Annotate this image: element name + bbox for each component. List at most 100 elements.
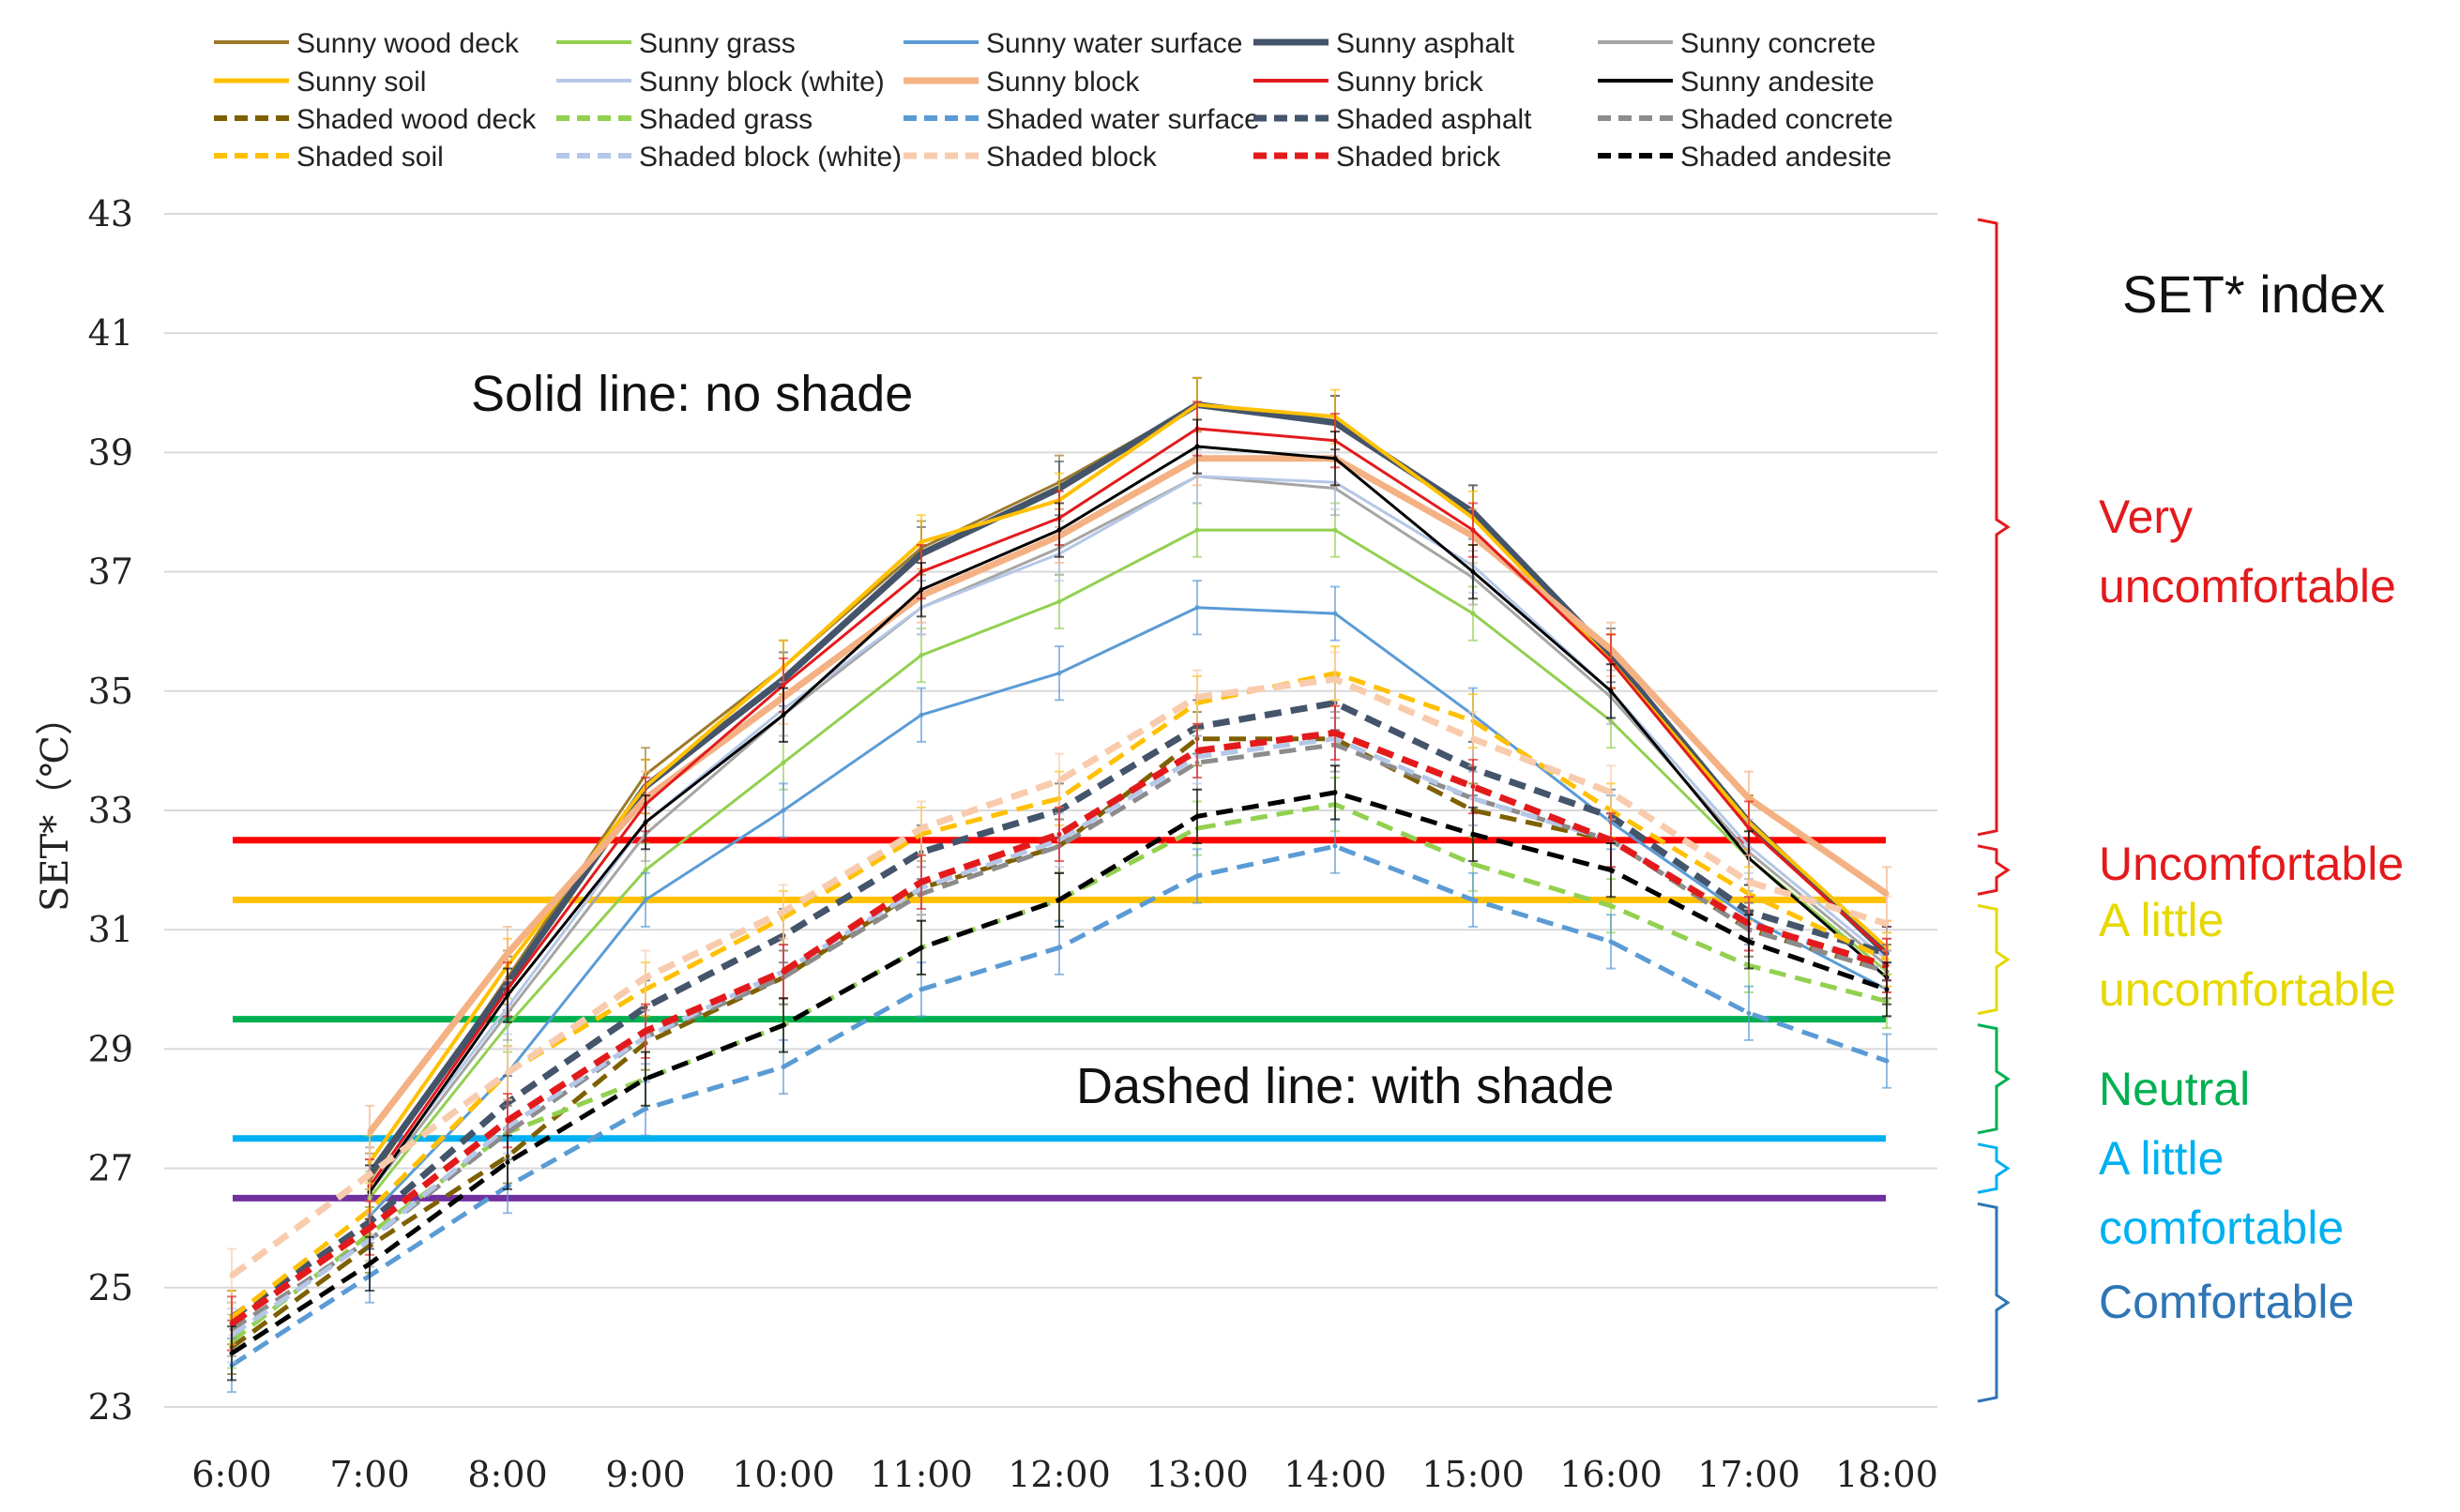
legend-item-sunny-block: Sunny block <box>904 67 1140 98</box>
data-point <box>1056 527 1062 533</box>
data-point <box>781 909 786 915</box>
legend-label: Shaded brick <box>1336 142 1501 173</box>
legend-label: Sunny andesite <box>1680 67 1875 98</box>
series-line <box>368 475 1888 1193</box>
data-point <box>919 539 924 545</box>
series-sunny-water-surface <box>365 580 1891 1245</box>
legend-item-shaded-asphalt: Shaded asphalt <box>1253 104 1532 135</box>
data-point <box>1608 939 1614 945</box>
legend-item-shaded-brick: Shaded brick <box>1253 142 1501 173</box>
x-tick-label: 14:00 <box>1283 1454 1387 1495</box>
data-point <box>643 1076 648 1081</box>
data-point <box>1470 831 1476 837</box>
x-tick-label: 9:00 <box>605 1454 685 1495</box>
data-point <box>1608 688 1614 694</box>
y-tick-label: 37 <box>88 552 133 593</box>
data-point <box>1332 676 1338 682</box>
x-tick-label: 18:00 <box>1835 1454 1938 1495</box>
series-lines <box>227 376 1891 1394</box>
data-point <box>505 951 510 957</box>
data-point <box>781 1022 786 1028</box>
legend-item-shaded-grass: Shaded grass <box>556 104 812 135</box>
x-tick-label: 11:00 <box>870 1454 973 1495</box>
data-point <box>367 1129 372 1135</box>
legend-item-shaded-andesite: Shaded andesite <box>1598 142 1891 173</box>
annotation-solid-line: Solid line: no shade <box>471 366 913 422</box>
legend-item-sunny-grass: Sunny grass <box>556 28 796 59</box>
comfort-level-a-little-uncomfortable: A little uncomfortable <box>1977 894 2396 1016</box>
series-line <box>368 606 1888 1217</box>
x-tick-label: 12:00 <box>1008 1454 1111 1495</box>
legend-label: Shaded soil <box>296 142 444 173</box>
data-point <box>1608 868 1614 873</box>
data-point <box>505 1070 510 1076</box>
data-point <box>1056 671 1062 676</box>
data-point <box>919 825 924 831</box>
data-point <box>1332 790 1338 795</box>
data-point <box>1056 831 1062 837</box>
data-point <box>781 808 786 813</box>
comfort-bracket <box>1977 903 2011 1016</box>
x-tick-label: 16:00 <box>1559 1454 1663 1495</box>
data-point <box>1470 611 1476 616</box>
data-point <box>1194 444 1200 449</box>
series-shaded-block <box>227 651 1891 1304</box>
data-point <box>1056 778 1062 783</box>
y-tick-label: 39 <box>88 431 133 473</box>
data-point <box>643 820 648 825</box>
data-point <box>229 1351 235 1356</box>
series-shaded-andesite <box>227 764 1891 1382</box>
y-tick-label: 25 <box>88 1267 133 1308</box>
data-point <box>643 975 648 980</box>
data-point <box>643 1106 648 1111</box>
legend-label: Shaded grass <box>639 104 812 135</box>
data-point <box>1056 598 1062 604</box>
comfort-level-a-little-comfortable: A little comfortable <box>1977 1132 2344 1254</box>
comfort-label: A little <box>2099 894 2224 946</box>
data-point <box>229 1273 235 1278</box>
data-point <box>1608 838 1614 843</box>
data-point <box>367 1261 372 1266</box>
legend-label: Sunny concrete <box>1680 28 1875 59</box>
legend-item-sunny-block-white: Sunny block (white) <box>556 67 885 98</box>
data-point <box>505 1118 510 1124</box>
legend-item-sunny-water-surface: Sunny water surface <box>904 28 1242 59</box>
comfort-bracket <box>1977 1142 2011 1194</box>
y-tick-label: 31 <box>88 909 133 950</box>
comfort-level-comfortable: Comfortable <box>1977 1202 2354 1403</box>
data-point <box>1194 527 1200 533</box>
data-point <box>1332 456 1338 461</box>
index-title: SET* index <box>2122 265 2385 324</box>
annotation-dashed-line: Dashed line: with shade <box>1076 1058 1614 1114</box>
data-point <box>1608 658 1614 664</box>
legend-item-shaded-concrete: Shaded concrete <box>1598 104 1893 135</box>
data-point <box>1884 891 1890 897</box>
data-point <box>1332 611 1338 616</box>
comfort-label: uncomfortable <box>2099 963 2396 1016</box>
x-tick-label: 8:00 <box>467 1454 547 1495</box>
data-point <box>1332 527 1338 533</box>
y-tick-label: 35 <box>88 671 133 712</box>
series-line <box>367 455 1889 1135</box>
legend-item-sunny-brick: Sunny brick <box>1253 67 1484 98</box>
x-tick-label: 6:00 <box>191 1454 271 1495</box>
data-point <box>781 760 786 765</box>
y-axis-title: SET*（℃） <box>34 698 77 912</box>
data-point <box>919 987 924 992</box>
legend-label: Sunny water surface <box>986 28 1242 59</box>
legend-label: Shaded wood deck <box>296 104 537 135</box>
data-point <box>1746 879 1752 885</box>
data-point <box>367 1172 372 1177</box>
data-point <box>643 897 648 902</box>
comfort-bracket <box>1977 1202 2011 1403</box>
data-point <box>367 1225 372 1231</box>
series-line <box>368 445 1888 1193</box>
comfort-label: A little <box>2099 1132 2224 1185</box>
legend-label: Shaded concrete <box>1680 104 1893 135</box>
data-point <box>919 712 924 718</box>
data-point <box>505 1159 510 1165</box>
data-point <box>1608 790 1614 795</box>
comfort-level-neutral: Neutral <box>1977 1023 2250 1135</box>
